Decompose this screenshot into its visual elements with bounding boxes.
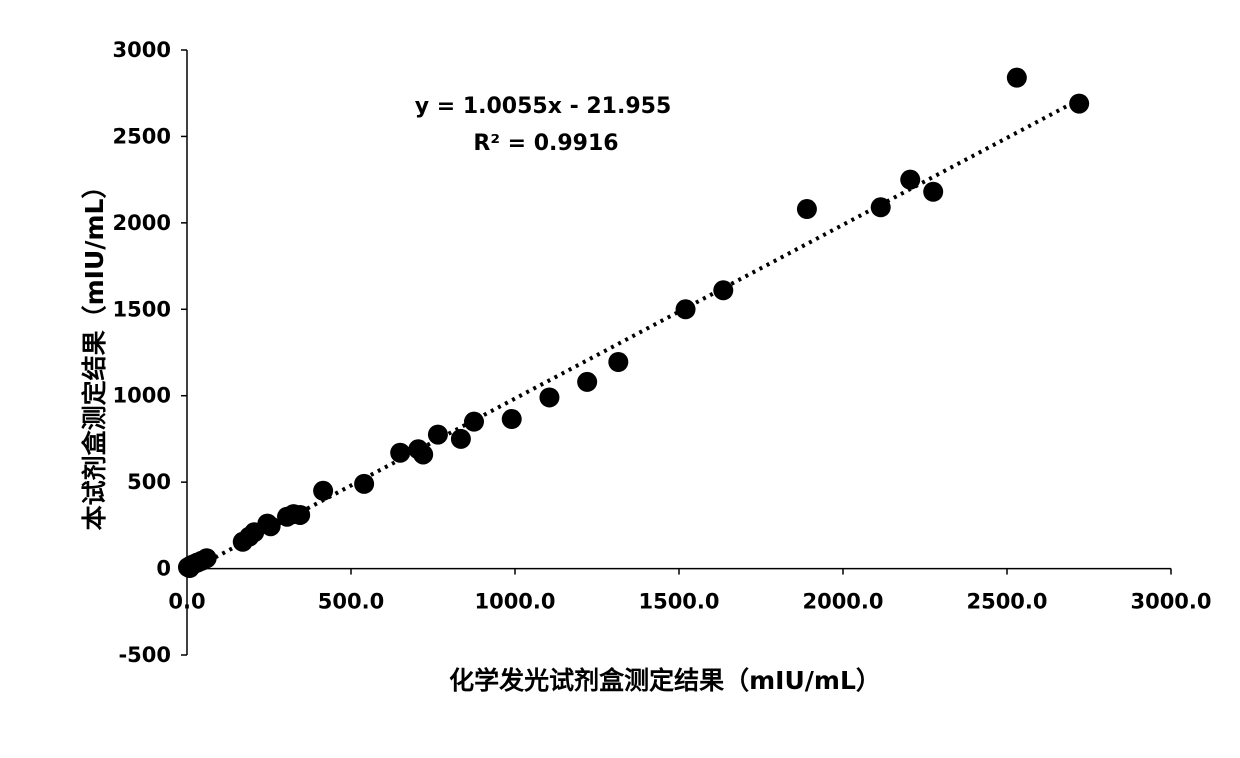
data-point (413, 444, 433, 464)
data-point (1007, 68, 1027, 88)
data-point (676, 299, 696, 319)
x-axis-title: 化学发光试剂盒测定结果（mIU/mL） (449, 666, 881, 695)
trendline-layer (187, 98, 1082, 572)
y-tick-label: -500 (118, 643, 171, 667)
trendline-equation: y = 1.0055x - 21.955 (415, 94, 672, 119)
data-point (797, 199, 817, 219)
x-tick-label: 1000.0 (474, 590, 555, 614)
trendline (187, 98, 1082, 572)
data-point (713, 280, 733, 300)
tick-labels: -500 0 500 1000 1500 2000 2500 3000 0.0 500.0 1000… (113, 38, 1212, 667)
x-tick-label: 1500.0 (638, 590, 719, 614)
data-point (428, 425, 448, 445)
y-tick-label: 1500 (113, 297, 171, 321)
y-tick-label: 1000 (113, 384, 171, 408)
data-point (900, 170, 920, 190)
data-point (354, 474, 374, 494)
data-point (502, 409, 522, 429)
data-point (577, 372, 597, 392)
trendline-r-squared: R² = 0.9916 (473, 131, 618, 156)
x-tick-label: 2000.0 (802, 590, 883, 614)
y-axis-title: 本试剂盒测定结果（mIU/mL） (80, 174, 109, 531)
x-tick-label: 3000.0 (1130, 590, 1211, 614)
x-tick-label: 0.0 (168, 590, 205, 614)
data-point (313, 481, 333, 501)
data-point (1069, 94, 1089, 114)
data-point (197, 548, 217, 568)
x-tick-label: 2500.0 (966, 590, 1047, 614)
data-point (464, 412, 484, 432)
data-point (608, 352, 628, 372)
y-tick-label: 0 (156, 557, 171, 581)
data-point (871, 197, 891, 217)
data-point (390, 443, 410, 463)
y-tick-label: 3000 (113, 38, 171, 62)
data-point (923, 182, 943, 202)
y-tick-label: 2000 (113, 211, 171, 235)
y-tick-label: 2500 (113, 124, 171, 148)
y-tick-label: 500 (127, 470, 171, 494)
data-point (451, 429, 471, 449)
data-points (178, 68, 1089, 578)
x-tick-label: 500.0 (318, 590, 384, 614)
data-point (539, 387, 559, 407)
axes (181, 50, 1171, 655)
data-point (290, 505, 310, 525)
